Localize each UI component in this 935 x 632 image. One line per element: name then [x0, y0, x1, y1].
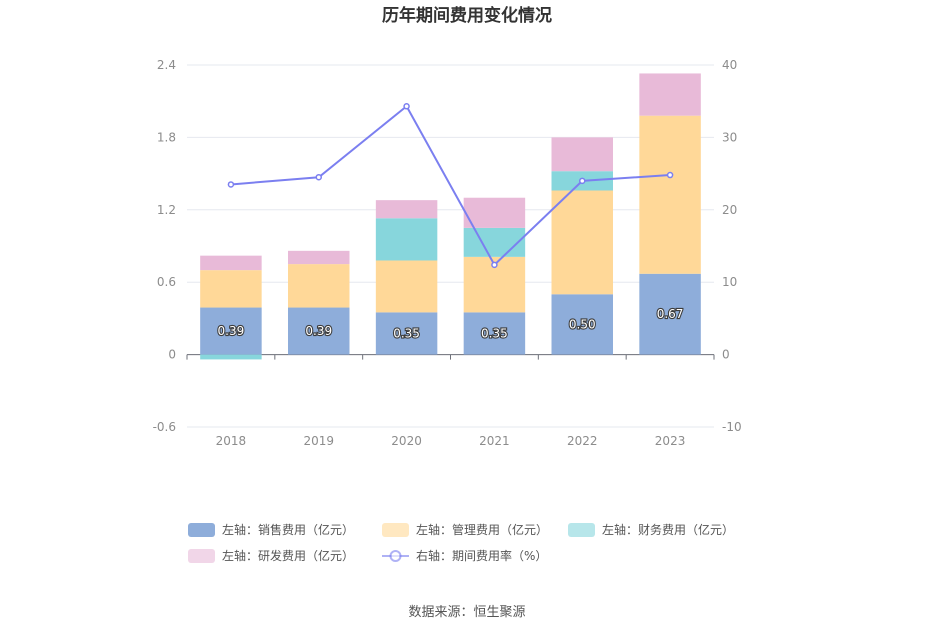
source-note: 数据来源：恒生聚源 [408, 605, 525, 620]
bar-2023 [639, 273, 701, 355]
bar-2020 [375, 312, 438, 355]
y-right-tick-label: 30 [722, 130, 737, 144]
x-tick-label: 2022 [567, 434, 598, 448]
y-right-tick-label: 0 [722, 348, 730, 362]
legend-swatch [188, 523, 215, 537]
legend-swatch [568, 523, 595, 537]
x-tick-label: 2019 [303, 434, 334, 448]
y-right-tick-label: 10 [722, 275, 737, 289]
bar-data-label: 0.39 [218, 324, 245, 338]
legend-item[interactable]: 右轴：期间费用率（%） [382, 548, 547, 563]
legend-label: 左轴：销售费用（亿元） [222, 522, 354, 537]
chart-title: 历年期间费用变化情况 [382, 5, 552, 26]
y-left-tick-label: 2.4 [157, 58, 176, 72]
bar-2018 [200, 307, 262, 355]
y-left-tick-label: 1.8 [157, 130, 176, 144]
y-left-tick-label: 0.6 [157, 275, 176, 289]
y-left-tick-label: 0 [168, 348, 176, 362]
x-tick-label: 2023 [655, 434, 686, 448]
axes: -0.6 -10 0 0 0.6 10 1.2 20 1.8 30 2.4 40 2018 2019 202… [153, 58, 742, 448]
rate-point[interactable] [227, 181, 235, 188]
legend-swatch [382, 523, 409, 537]
bar-2018 [200, 354, 262, 360]
bar-2020 [375, 218, 438, 261]
legend-label: 左轴：研发费用（亿元） [222, 548, 354, 563]
bars [200, 73, 701, 360]
bar-2020 [375, 260, 438, 313]
bar-2020 [375, 200, 438, 219]
y-right-tick-label: 20 [722, 203, 737, 217]
y-left-tick-label: -0.6 [153, 420, 176, 434]
bar-data-label: 0.35 [481, 326, 508, 340]
bar-2022 [551, 137, 613, 172]
bar-2022 [551, 294, 613, 355]
bar-data-label: 0.67 [657, 307, 684, 321]
rate-point[interactable] [666, 171, 674, 179]
bar-data-label: 0.35 [393, 326, 420, 340]
bar-2021 [463, 227, 526, 257]
rate-point[interactable] [491, 261, 498, 269]
legend-item[interactable]: 左轴：销售费用（亿元） [188, 522, 354, 537]
bar-2018 [200, 270, 262, 308]
rate-point[interactable] [315, 173, 322, 181]
y-right-tick-label: 40 [722, 58, 737, 72]
x-tick-label: 2018 [216, 434, 247, 448]
legend[interactable]: 左轴：销售费用（亿元） 左轴：管理费用（亿元） 左轴：财务费用（亿元） 左轴：研发费用… [188, 522, 734, 563]
legend-item[interactable]: 左轴：财务费用（亿元） [568, 522, 734, 537]
rate-point[interactable] [403, 103, 410, 110]
legend-label: 右轴：期间费用率（%） [416, 548, 547, 563]
rate-line [230, 104, 671, 267]
y-right-tick-label: -10 [722, 420, 742, 434]
bar-2022 [551, 190, 613, 295]
legend-swatch [188, 549, 215, 563]
bar-2019 [288, 250, 350, 265]
legend-label: 左轴：管理费用（亿元） [416, 522, 548, 537]
grid [187, 64, 714, 428]
legend-label: 左轴：财务费用（亿元） [602, 522, 734, 537]
bar-data-label: 0.50 [569, 317, 596, 331]
rate-point[interactable] [579, 177, 586, 185]
bar-2019 [288, 264, 350, 308]
legend-item[interactable]: 左轴：管理费用（亿元） [382, 522, 548, 537]
bar-labels: 0.39 0.39 0.35 0.35 0.50 0.67 [216, 306, 684, 342]
x-tick-label: 2020 [391, 434, 422, 448]
line-series [227, 103, 674, 269]
bar-2018 [200, 255, 262, 271]
bar-2023 [639, 73, 701, 116]
bar-2019 [288, 307, 350, 355]
bar-data-label: 0.39 [305, 324, 332, 338]
bar-2023 [639, 115, 701, 274]
legend-marker [389, 550, 402, 562]
bar-2021 [463, 312, 526, 355]
x-tick-label: 2021 [479, 434, 510, 448]
bar-2021 [463, 197, 526, 228]
y-left-tick-label: 1.2 [157, 203, 176, 217]
legend-item[interactable]: 左轴：研发费用（亿元） [188, 548, 354, 563]
